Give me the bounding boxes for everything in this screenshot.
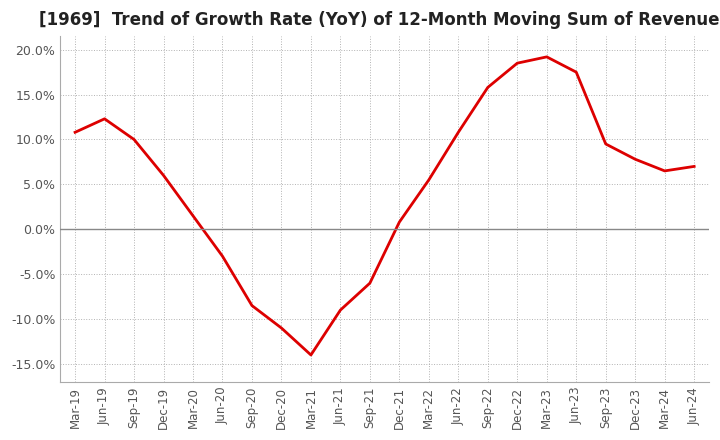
Title: [1969]  Trend of Growth Rate (YoY) of 12-Month Moving Sum of Revenues: [1969] Trend of Growth Rate (YoY) of 12-… (40, 11, 720, 29)
